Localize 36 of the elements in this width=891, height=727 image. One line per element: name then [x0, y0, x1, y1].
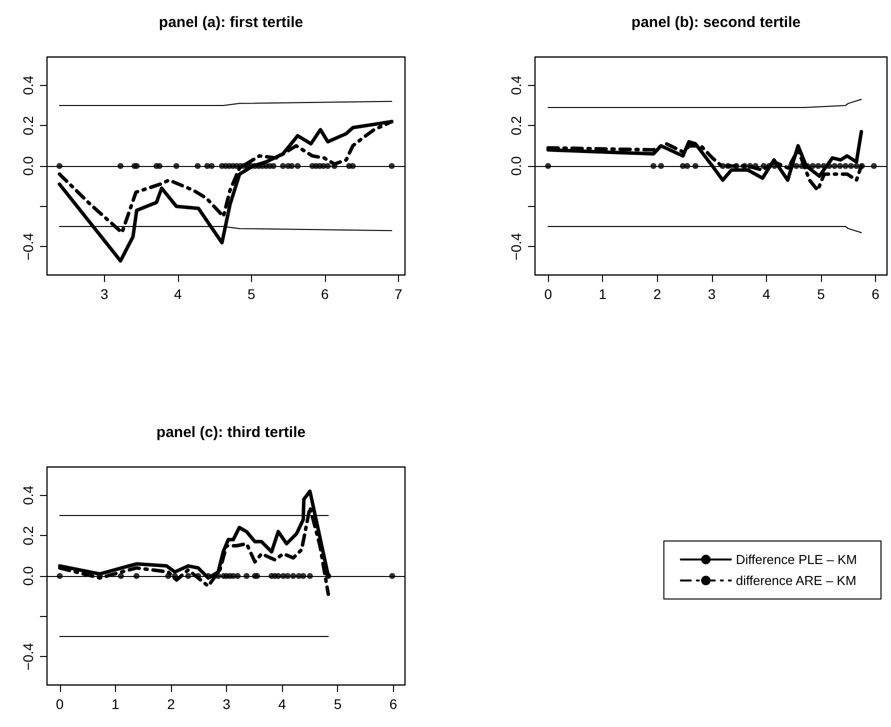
x-tick-label: 7 — [394, 286, 402, 302]
x-tick-label: 6 — [872, 286, 880, 302]
y-tick-label: 0.0 — [508, 156, 524, 176]
y-tick-label: 0.2 — [20, 526, 36, 546]
x-tick-label: 6 — [389, 696, 398, 712]
y-tick-label: 0.2 — [20, 116, 36, 136]
chart-title: panel (b): second tertile — [631, 14, 801, 31]
y-tick-label: −0.4 — [20, 232, 36, 261]
x-tick-label: 3 — [222, 696, 231, 712]
x-tick-label: 4 — [762, 286, 770, 302]
x-tick-label: 2 — [167, 696, 176, 712]
x-tick-label: 2 — [653, 286, 662, 302]
x-tick-label: 0 — [544, 286, 552, 302]
x-tick-label: 3 — [708, 286, 716, 302]
y-tick-label: −0.4 — [20, 642, 36, 671]
x-tick-label: 3 — [100, 286, 108, 302]
x-tick-label: 5 — [247, 286, 256, 302]
y-tick-label: 0.0 — [20, 566, 36, 586]
x-tick-label: 0 — [56, 696, 64, 712]
y-tick-label: 0.4 — [508, 75, 524, 95]
x-tick-label: 1 — [598, 286, 607, 302]
x-tick-label: 5 — [334, 696, 342, 712]
y-tick-label: 0.0 — [20, 156, 36, 176]
x-tick-label: 5 — [817, 286, 826, 302]
x-tick-label: 1 — [111, 696, 120, 712]
chart-title: panel (a): first tertile — [158, 14, 304, 31]
x-tick-label: 6 — [320, 286, 329, 302]
y-tick-label: 0.2 — [508, 116, 524, 136]
y-tick-label: −0.4 — [508, 232, 524, 261]
x-tick-label: 4 — [278, 696, 286, 712]
legend-label: difference ARE – KM — [736, 573, 856, 588]
y-tick-label: 0.4 — [20, 75, 36, 95]
chart-title: panel (c): third tertile — [156, 424, 306, 441]
y-tick-label: 0.4 — [20, 485, 36, 505]
x-tick-label: 4 — [174, 286, 182, 302]
legend-label: Difference PLE – KM — [736, 552, 858, 567]
